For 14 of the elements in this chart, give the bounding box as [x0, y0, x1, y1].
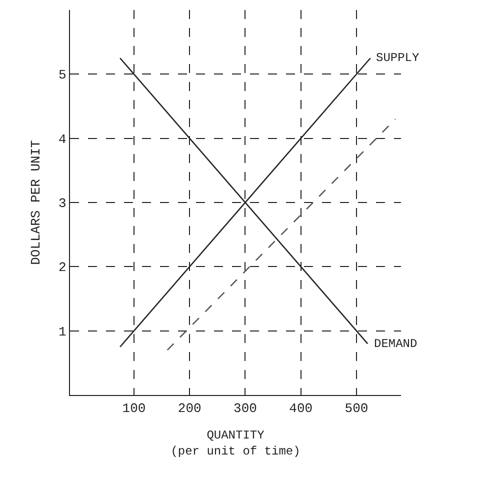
x-tick-label: 400 [289, 400, 313, 416]
y-tick-label: 2 [58, 260, 66, 276]
y-tick-label: 5 [58, 68, 66, 83]
x-tick-label: 100 [122, 400, 146, 416]
x-tick-label: 500 [344, 400, 368, 416]
series-label: SUPPLY [376, 51, 420, 65]
x-tick-label: 300 [234, 400, 257, 416]
series-label: DEMAND [374, 337, 418, 351]
x-axis-title: QUANTITY (per unit of time) [170, 428, 300, 458]
y-tick-label: 1 [58, 324, 66, 340]
y-tick-label: 3 [58, 196, 66, 212]
x-tick-label: 200 [178, 400, 202, 416]
y-tick-label: 4 [58, 132, 66, 147]
y-axis-title: DOLLARS PER UNIT [28, 140, 44, 265]
